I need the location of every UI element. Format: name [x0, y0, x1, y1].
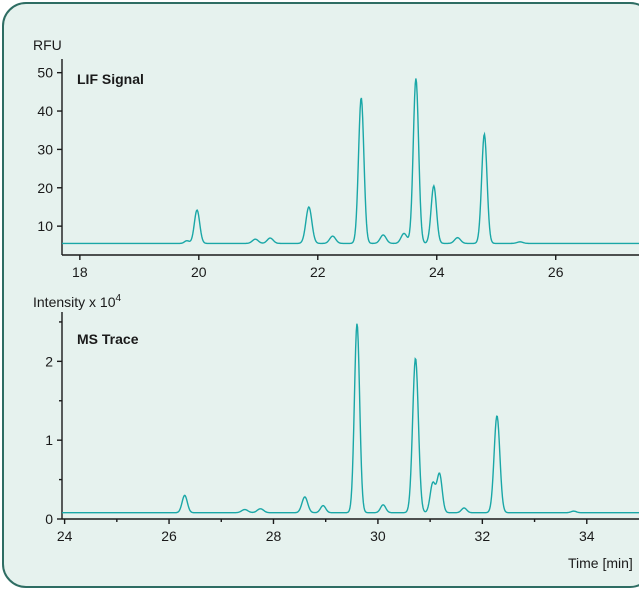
- lif-plot-title: LIF Signal: [77, 71, 144, 87]
- lif-x-tick-label: 18: [72, 264, 88, 280]
- lif-x-tick-label: 24: [429, 264, 445, 280]
- lif-x-tick-label: 22: [310, 264, 326, 280]
- ms-y-tick-label: 2: [45, 353, 53, 369]
- lif-x-tick-label: 20: [191, 264, 207, 280]
- ms-plot-title: MS Trace: [77, 331, 139, 347]
- lif-y-tick-label: 30: [37, 141, 53, 157]
- lif-x-tick-label: 26: [548, 264, 564, 280]
- ms-y-axis-label: Intensity x 104: [33, 293, 122, 310]
- ms-x-axis-label: Time [min]: [568, 555, 633, 571]
- ms-x-tick-label: 26: [161, 528, 177, 544]
- lif-y-tick-label: 10: [37, 218, 53, 234]
- ms-x-tick-label: 24: [57, 528, 73, 544]
- ms-y-tick-label: 0: [45, 511, 53, 527]
- ms-x-tick-label: 32: [475, 528, 491, 544]
- ms-x-tick-label: 30: [370, 528, 386, 544]
- lif-y-tick-label: 40: [37, 103, 53, 119]
- ms-series-line: [62, 323, 639, 514]
- ms-x-tick-label: 28: [266, 528, 282, 544]
- lif-series-line: [62, 78, 639, 245]
- lif-y-axis-label: RFU: [33, 37, 62, 53]
- lif-y-tick-label: 20: [37, 180, 53, 196]
- ms-x-tick-label: 34: [579, 528, 595, 544]
- lif-y-tick-label: 50: [37, 65, 53, 81]
- ms-y-tick-label: 1: [45, 432, 53, 448]
